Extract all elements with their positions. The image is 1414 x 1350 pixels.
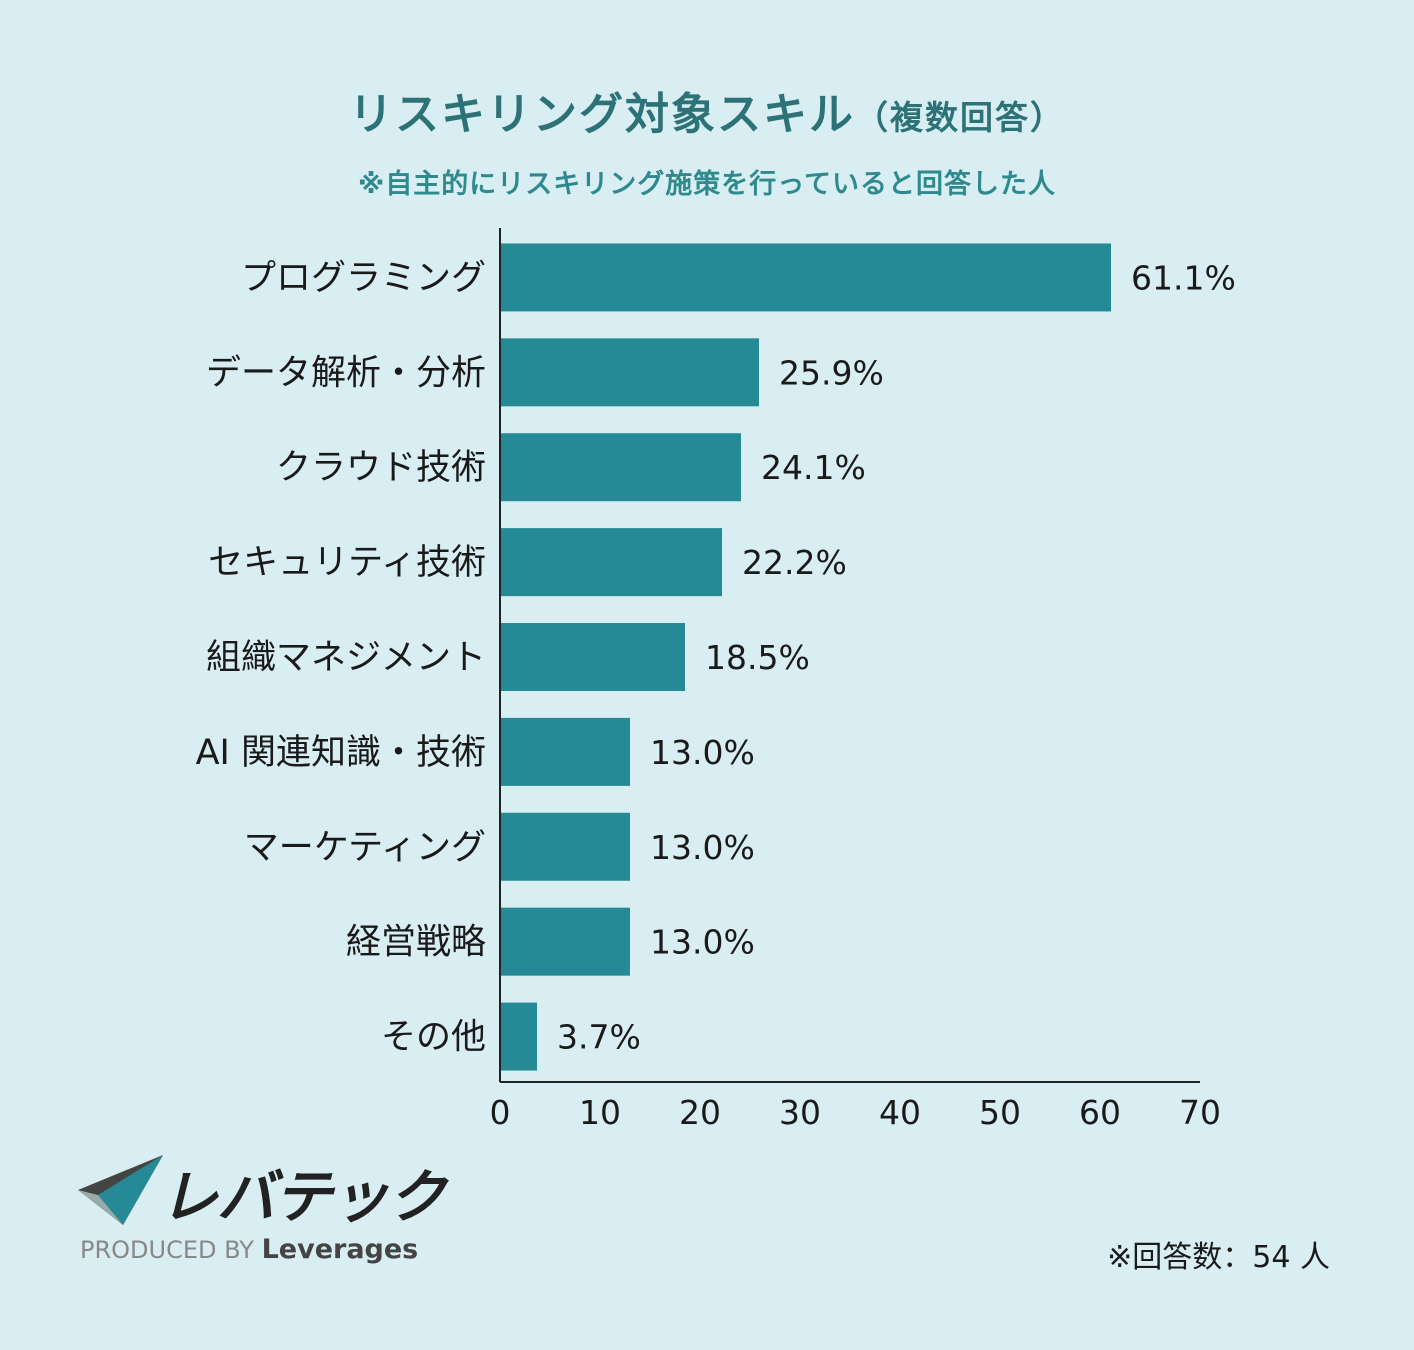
- category-label-5: AI 関連知識・技術: [196, 733, 486, 773]
- value-label-5: 13.0%: [650, 733, 755, 772]
- category-label-2: クラウド技術: [276, 448, 486, 488]
- respondent-count-note: ※回答数：54 人: [1107, 1240, 1330, 1275]
- bar-chart: プログラミング 61.1% データ解析・分析 25.9% クラウド技術 24.1% セキュリ…: [196, 228, 1236, 1132]
- x-tick-label-7: 70: [1179, 1093, 1221, 1132]
- chart-subtitle: ※自主的にリスキリング施策を行っていると回答した人: [358, 169, 1056, 200]
- value-label-4: 18.5%: [705, 638, 810, 677]
- value-label-8: 3.7%: [557, 1018, 641, 1057]
- value-label-1: 25.9%: [779, 353, 884, 392]
- produced-by: PRODUCED BY Leverages: [80, 1234, 418, 1265]
- bar-3: [500, 528, 722, 597]
- value-label-3: 22.2%: [742, 543, 847, 582]
- bar-4: [500, 623, 685, 691]
- bar-5: [500, 717, 630, 786]
- leverages-logo: [78, 1155, 163, 1225]
- category-label-3: セキュリティ技術: [208, 543, 486, 583]
- x-tick-label-3: 30: [779, 1093, 821, 1132]
- bar-2: [500, 433, 741, 502]
- value-label-0: 61.1%: [1131, 258, 1236, 297]
- x-tick-label-6: 60: [1079, 1093, 1121, 1132]
- logo-mark-light-icon: [78, 1190, 123, 1225]
- category-label-7: 経営戦略: [346, 923, 486, 963]
- chart-title: リスキリング対象スキル（複数回答）: [0, 78, 1414, 142]
- x-tick-label-2: 20: [679, 1093, 721, 1132]
- x-tick-label-1: 10: [579, 1093, 621, 1132]
- x-tick-label-4: 40: [879, 1093, 921, 1132]
- bar-1: [500, 338, 759, 407]
- bar-8: [500, 1002, 537, 1071]
- title-main: リスキリング対象スキル: [349, 89, 855, 140]
- x-tick-label-0: 0: [490, 1093, 511, 1132]
- brand-name: Leverages: [261, 1234, 419, 1265]
- bar-0: [500, 243, 1111, 312]
- category-label-1: データ解析・分析: [206, 353, 486, 393]
- title-suffix: （複数回答）: [855, 98, 1065, 137]
- category-label-6: マーケティング: [244, 828, 486, 868]
- bar-6: [500, 812, 630, 881]
- logo-wordmark: レバテック: [160, 1163, 446, 1231]
- value-label-2: 24.1%: [761, 448, 866, 487]
- category-label-0: プログラミング: [241, 258, 486, 298]
- bar-7: [500, 907, 630, 976]
- produced-by-label: PRODUCED BY: [80, 1236, 254, 1264]
- value-label-7: 13.0%: [650, 923, 755, 962]
- logo-mark-teal-icon: [98, 1155, 163, 1225]
- category-label-4: 組織マネジメント: [206, 638, 486, 678]
- x-tick-label-5: 50: [979, 1093, 1021, 1132]
- category-label-8: その他: [381, 1018, 486, 1058]
- value-label-6: 13.0%: [650, 828, 755, 867]
